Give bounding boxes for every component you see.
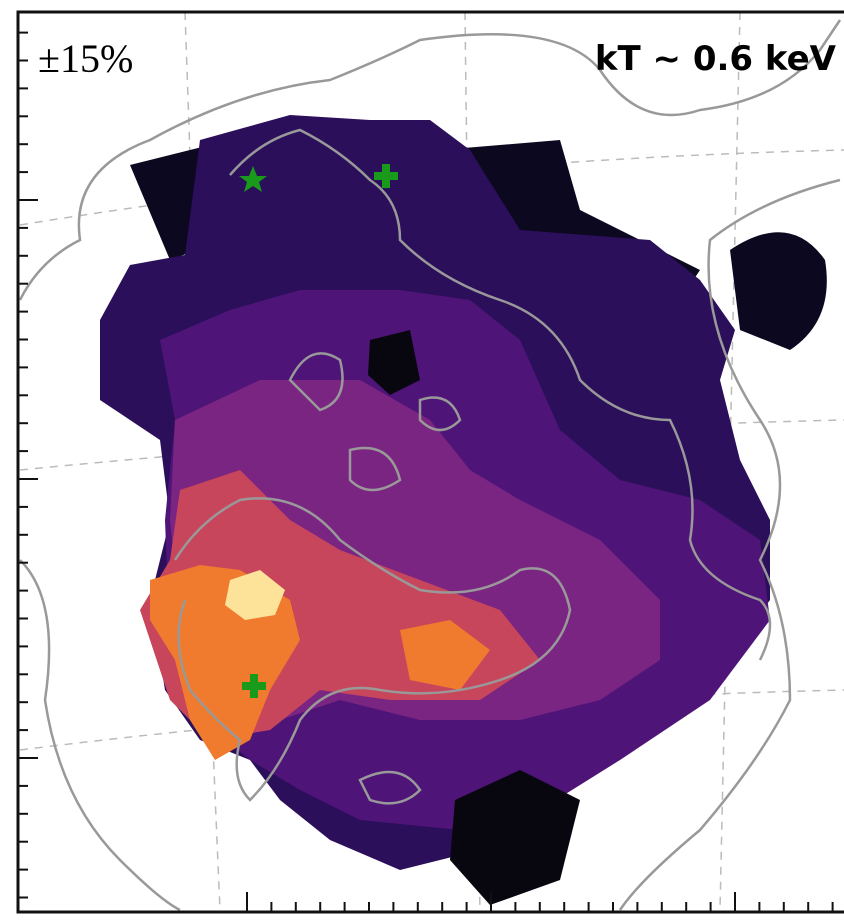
uncertainty-label: ±15%	[38, 36, 133, 81]
star-marker	[239, 166, 267, 192]
cross-marker	[242, 674, 266, 698]
temperature-label: kT ~ 0.6 keV	[595, 39, 837, 79]
axis-ticks	[18, 31, 834, 912]
frame	[16, 10, 844, 914]
source-markers	[239, 164, 398, 698]
hottest-region	[225, 570, 285, 620]
temperature-map	[100, 115, 827, 905]
dark-region	[368, 330, 580, 905]
cross-marker	[374, 164, 398, 188]
hotter-region	[150, 565, 490, 760]
contours	[18, 19, 842, 912]
